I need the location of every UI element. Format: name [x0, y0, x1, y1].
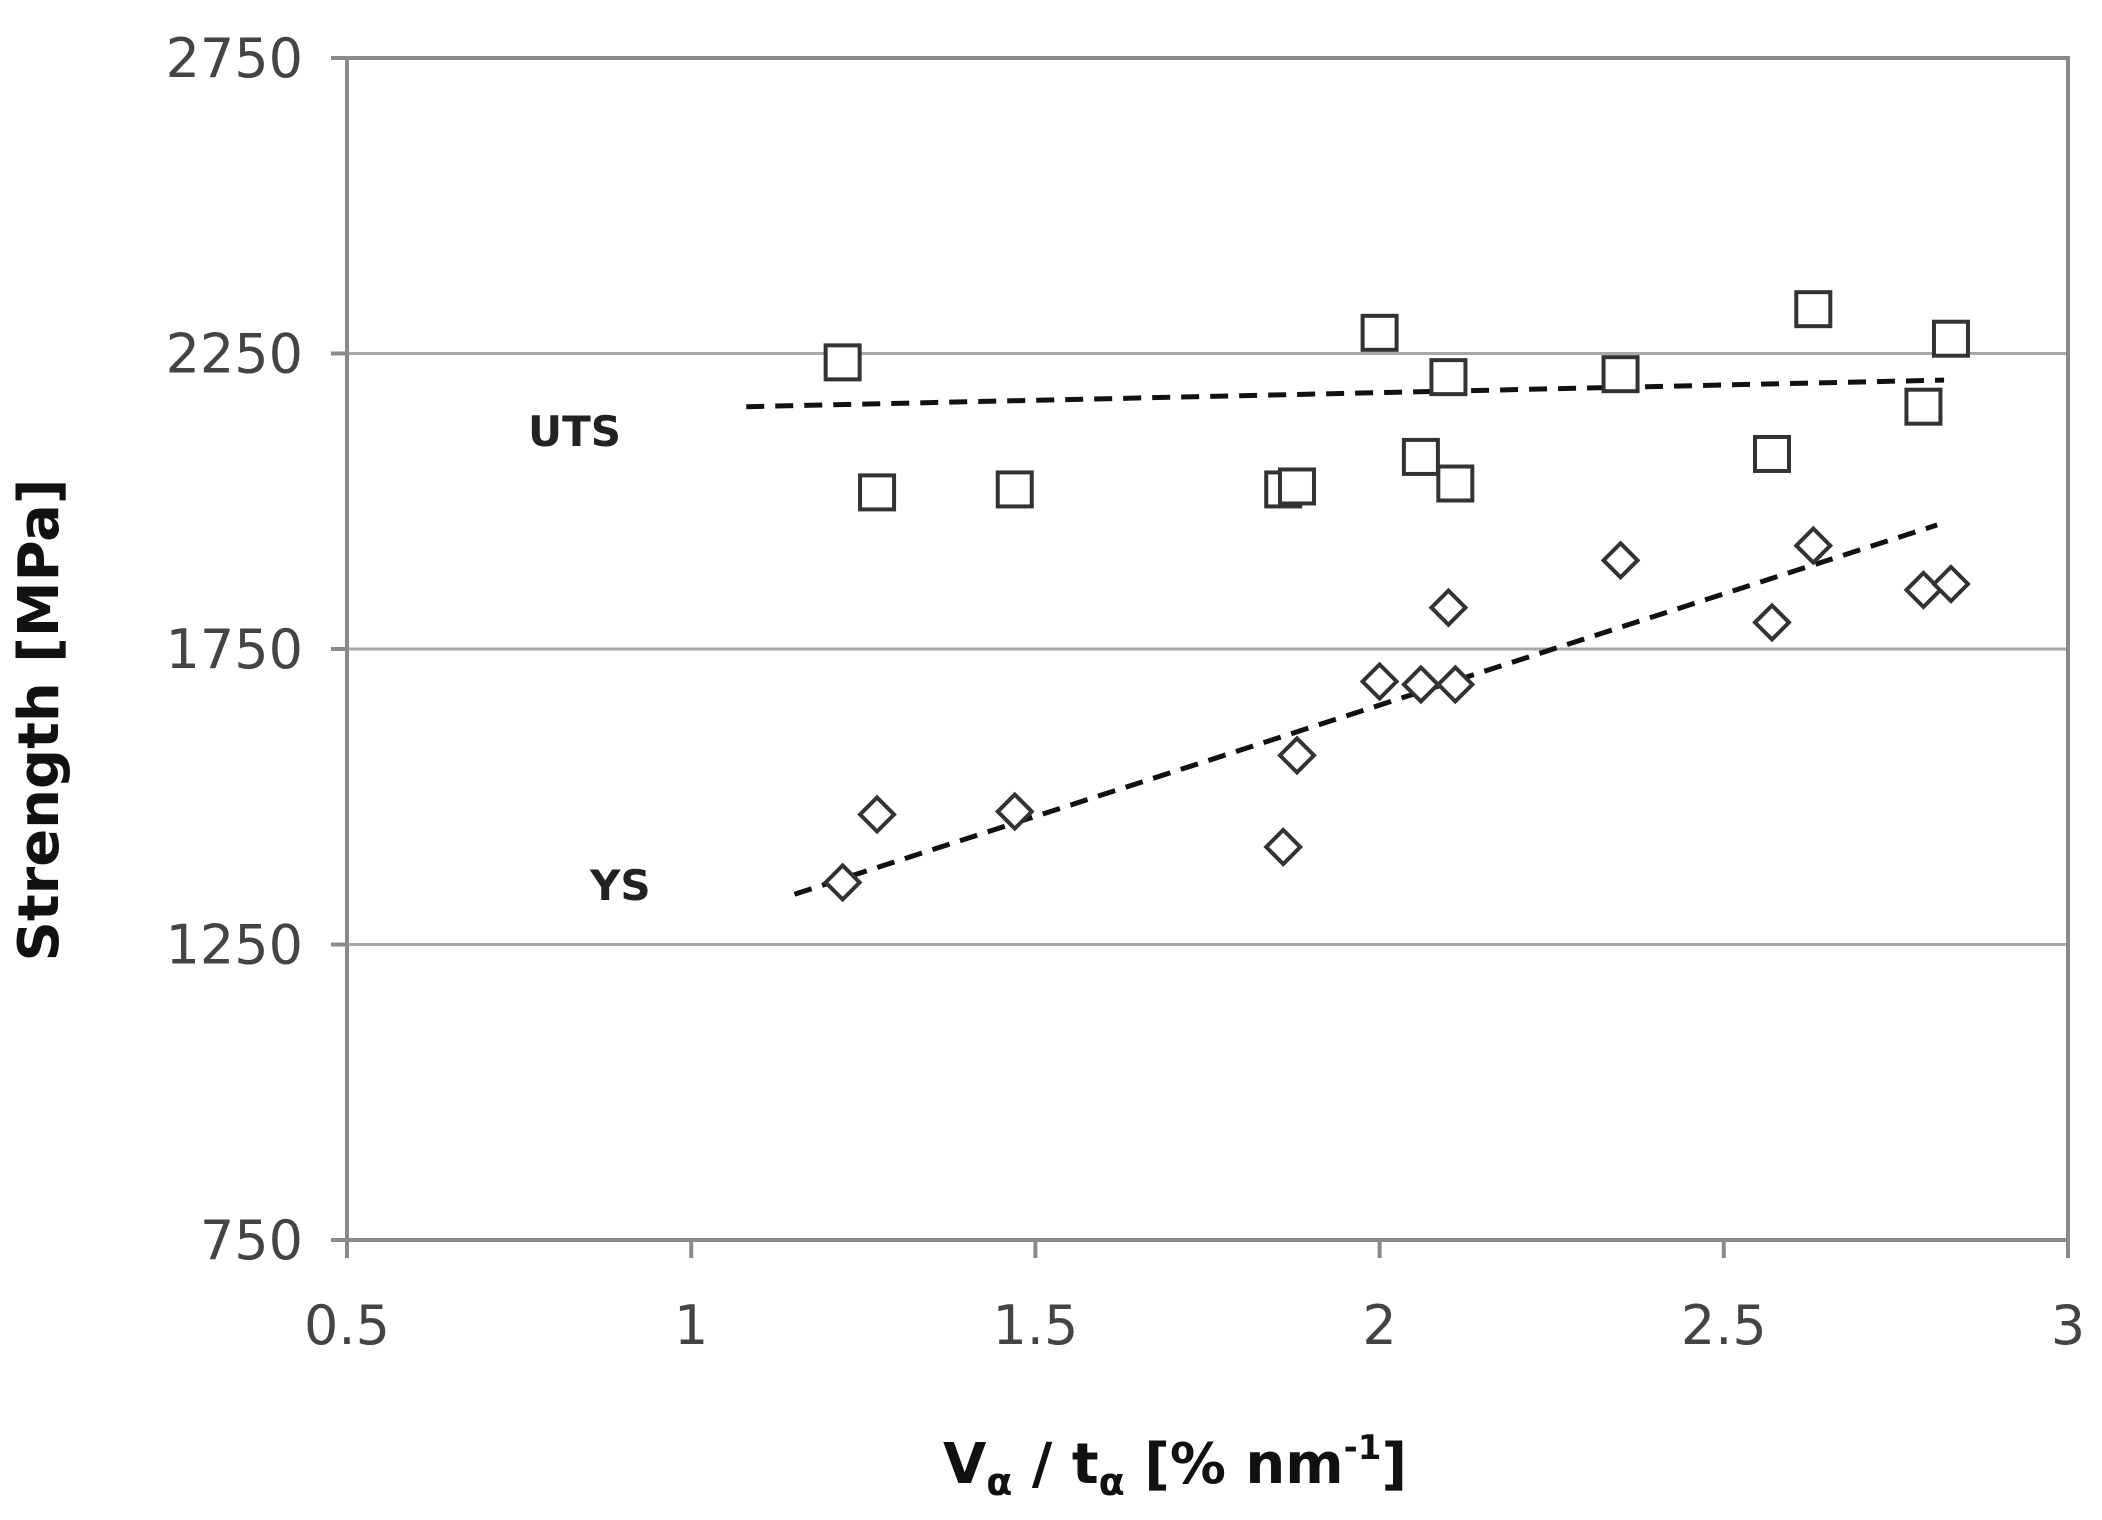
x-axis-title-superscript: -1: [1344, 1428, 1382, 1468]
y-tick-label: 2750: [166, 27, 303, 90]
trendlines: [746, 377, 1945, 897]
series-label-ys: YS: [589, 861, 651, 910]
series-labels: UTS YS: [528, 407, 651, 910]
trendline-uts: [746, 377, 1945, 410]
uts-point: [1401, 437, 1440, 476]
uts-point: [823, 343, 862, 382]
ys-point: [1428, 587, 1469, 628]
ys-point: [1793, 525, 1834, 566]
ys-point: [1359, 661, 1400, 702]
x-axis-title-unit: [% nm: [1125, 1432, 1344, 1497]
x-tick-label: 2.5: [1681, 1294, 1767, 1357]
x-axis: 0.5 1 1.5 2 2.5 3: [304, 1240, 2085, 1357]
x-axis-title-close: ]: [1381, 1432, 1407, 1497]
y-tick-label: 1750: [166, 618, 303, 681]
uts-point: [1752, 434, 1791, 473]
ys-point: [1931, 564, 1971, 604]
ys-point: [994, 791, 1035, 832]
x-axis-title-subscript: α: [986, 1460, 1012, 1504]
ys-point: [1752, 602, 1792, 643]
series-label-uts: UTS: [528, 407, 621, 456]
x-axis-title-subscript: α: [1099, 1460, 1125, 1504]
y-tick-label: 750: [200, 1209, 303, 1272]
uts-point: [1931, 319, 1970, 358]
x-tick-label: 2: [1362, 1294, 1396, 1357]
uts-point: [858, 473, 897, 512]
ys-point: [1435, 664, 1476, 705]
ys-point: [822, 862, 863, 903]
ys-point: [1277, 735, 1317, 776]
uts-point: [1794, 290, 1833, 329]
ys-point: [857, 794, 897, 835]
x-tick-label: 3: [2051, 1294, 2085, 1357]
x-axis-title-main: V: [943, 1432, 987, 1497]
gridlines: [347, 352, 2068, 946]
uts-point: [995, 470, 1034, 509]
uts-point: [1904, 387, 1943, 426]
uts-point: [1601, 355, 1640, 394]
x-tick-label: 0.5: [304, 1294, 390, 1357]
x-axis-title-separator: / t: [1012, 1432, 1098, 1497]
data-points: [822, 290, 1971, 903]
ys-point: [1600, 540, 1641, 581]
uts-point: [1277, 467, 1316, 506]
y-axis-title: Strength [MPa]: [7, 478, 72, 961]
trendline-ys: [793, 522, 1938, 897]
uts-point: [1429, 358, 1468, 397]
uts-point: [1436, 464, 1475, 503]
y-tick-label: 2250: [166, 323, 303, 386]
x-tick-label: 1: [674, 1294, 708, 1357]
ys-point: [1263, 827, 1304, 867]
uts-point: [1360, 313, 1399, 352]
x-tick-label: 1.5: [992, 1294, 1078, 1357]
ys-point: [1401, 664, 1441, 705]
y-axis: 750 1250 1750 2250 2750: [166, 27, 347, 1272]
x-axis-title: Vα / tα [% nm-1]: [943, 1428, 1407, 1504]
y-tick-label: 1250: [166, 914, 303, 977]
